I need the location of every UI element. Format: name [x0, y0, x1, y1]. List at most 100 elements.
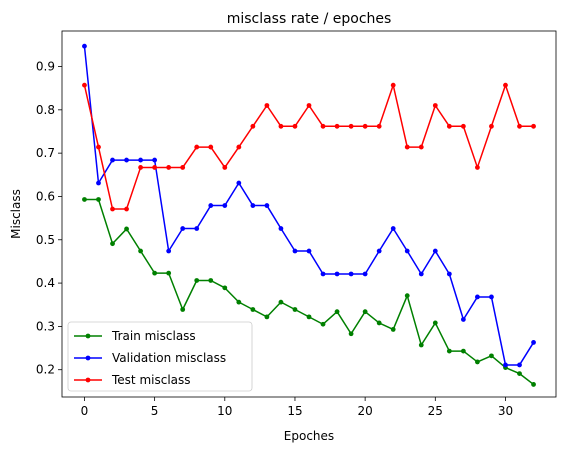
- data-point: [110, 206, 115, 212]
- y-axis-label: Misclass: [9, 189, 23, 239]
- data-point: [432, 248, 438, 254]
- data-point: [236, 299, 242, 305]
- data-point: [376, 248, 382, 254]
- data-point: [306, 314, 312, 320]
- data-point: [152, 270, 158, 276]
- data-point: [250, 307, 256, 312]
- y-tick-label: 0.3: [36, 319, 55, 333]
- data-point: [418, 144, 424, 150]
- plot-frame: [61, 30, 557, 398]
- legend-entry: Test misclass: [74, 373, 191, 387]
- data-point: [489, 353, 494, 359]
- data-point: [194, 278, 200, 283]
- data-point: [517, 371, 522, 377]
- x-axis: 0 5 10 15 20 25 30: [81, 397, 513, 418]
- data-point: [278, 123, 284, 129]
- legend-swatch-marker: [85, 355, 91, 361]
- data-point: [236, 144, 242, 150]
- data-point: [418, 271, 424, 277]
- data-point: [446, 123, 452, 129]
- legend-swatch-marker: [85, 333, 91, 339]
- y-tick-label: 0.9: [36, 60, 55, 74]
- data-point: [166, 165, 172, 170]
- data-point: [124, 206, 129, 212]
- data-point: [432, 103, 438, 108]
- data-point: [517, 362, 522, 368]
- data-point: [362, 309, 368, 315]
- data-point: [390, 327, 396, 332]
- data-point: [278, 226, 284, 231]
- x-tick-label: 10: [217, 404, 232, 418]
- data-point: [404, 144, 410, 150]
- data-point: [124, 226, 129, 232]
- data-point: [362, 271, 368, 277]
- data-point: [166, 270, 172, 276]
- legend-swatch-marker: [85, 377, 91, 383]
- data-point: [82, 197, 87, 202]
- data-point: [503, 82, 508, 88]
- x-axis-label: Epoches: [284, 429, 334, 443]
- data-point: [208, 278, 214, 283]
- data-point: [208, 203, 214, 208]
- data-point: [489, 294, 494, 300]
- data-point: [110, 241, 115, 247]
- data-point: [334, 309, 340, 315]
- legend-label: Validation misclass: [112, 351, 226, 365]
- data-point: [334, 271, 340, 277]
- legend-label: Train misclass: [111, 329, 196, 343]
- data-point: [138, 165, 143, 170]
- data-point: [475, 294, 480, 300]
- data-point: [82, 82, 87, 88]
- legend-entry: Validation misclass: [74, 351, 226, 365]
- data-point: [194, 144, 200, 150]
- data-point: [348, 271, 354, 277]
- data-point: [292, 123, 298, 129]
- data-point: [264, 203, 270, 208]
- data-point: [152, 165, 158, 170]
- data-point: [531, 382, 536, 387]
- data-point: [446, 348, 452, 354]
- legend-label: Test misclass: [111, 373, 191, 387]
- x-tick-label: 25: [428, 404, 443, 418]
- series-2: [82, 43, 536, 368]
- data-point: [376, 123, 382, 129]
- y-axis: 0.2 0.3 0.4 0.5 0.6 0.7 0.8 0.9: [36, 60, 62, 377]
- y-tick-label: 0.2: [36, 363, 55, 377]
- data-point: [138, 248, 143, 254]
- data-point: [460, 317, 466, 322]
- data-point: [489, 123, 494, 129]
- data-point: [404, 248, 410, 254]
- data-point: [334, 123, 340, 129]
- data-point: [110, 157, 115, 163]
- x-tick-label: 5: [151, 404, 159, 418]
- series-layer: [82, 43, 536, 387]
- data-point: [320, 271, 326, 277]
- legend: Train misclass Validation misclass Test mi…: [67, 321, 253, 392]
- data-point: [96, 197, 101, 202]
- data-point: [152, 157, 158, 163]
- data-point: [208, 144, 214, 150]
- y-tick-label: 0.5: [36, 233, 55, 247]
- data-point: [475, 165, 480, 170]
- data-point: [264, 314, 270, 320]
- data-point: [222, 203, 228, 208]
- data-point: [475, 359, 480, 365]
- data-point: [180, 226, 186, 231]
- data-point: [432, 320, 438, 326]
- data-point: [82, 43, 87, 49]
- data-point: [292, 307, 298, 312]
- data-point: [517, 123, 522, 129]
- y-tick-label: 0.8: [36, 103, 55, 117]
- x-tick-label: 20: [357, 404, 372, 418]
- data-point: [138, 157, 143, 163]
- data-point: [320, 123, 326, 129]
- data-point: [362, 123, 368, 129]
- series-1: [82, 197, 536, 387]
- data-point: [278, 299, 284, 305]
- legend-entry: Train misclass: [74, 329, 196, 343]
- data-point: [390, 226, 396, 231]
- data-point: [96, 180, 101, 186]
- data-point: [404, 293, 410, 299]
- data-point: [503, 362, 508, 368]
